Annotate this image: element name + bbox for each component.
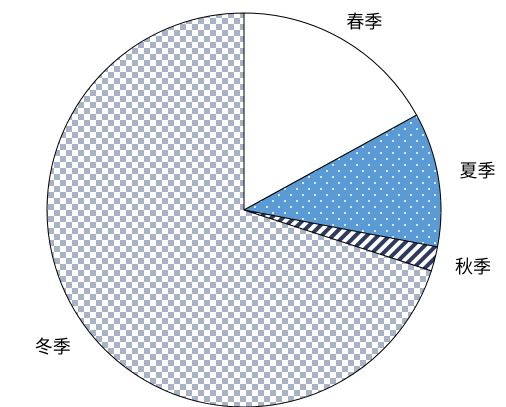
- pie-slice: [243, 12, 418, 211]
- slice-label: 夏季: [459, 161, 495, 181]
- slice-label: 春季: [346, 12, 382, 32]
- pie-slice: [242, 114, 442, 248]
- slice-label: 秋季: [455, 257, 491, 277]
- pie-slice: [46, 12, 432, 407]
- slice-label: 冬季: [35, 337, 71, 357]
